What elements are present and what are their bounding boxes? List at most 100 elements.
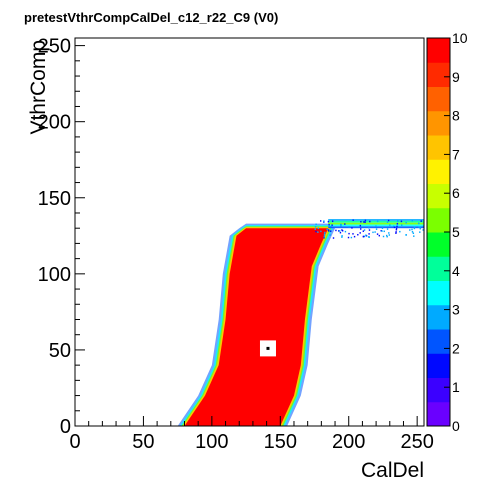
heatmap-noise-cell — [315, 230, 317, 233]
heatmap-noise-cell — [329, 234, 331, 236]
heatmap-noise-cell — [320, 230, 322, 233]
colorbar-segment — [427, 377, 450, 403]
heatmap-noise-cell — [326, 228, 328, 231]
heatmap-noise-cell — [420, 220, 422, 222]
heatmap-noise-cell — [348, 232, 350, 235]
heatmap-noise-cell — [412, 232, 415, 234]
heatmap-noise-cell — [376, 220, 379, 223]
heatmap-noise-cell — [330, 230, 332, 232]
heatmap-noise-cell — [381, 230, 383, 232]
heatmap-noise-cell — [341, 229, 343, 231]
x-tick-label: 250 — [400, 431, 433, 453]
heatmap-noise-cell — [388, 232, 390, 234]
heatmap-empty-cell-dot — [266, 346, 270, 350]
heatmap-noise-cell — [419, 226, 422, 228]
heatmap-noise-cell — [401, 224, 403, 226]
heatmap-noise-cell — [364, 221, 366, 223]
heatmap-noise-cell — [395, 228, 398, 231]
heatmap-noise-cell — [375, 225, 377, 227]
heatmap-noise-cell — [347, 236, 350, 239]
heatmap-noise-cell — [359, 232, 361, 234]
heatmap-plateau-band-4 — [328, 226, 424, 229]
heatmap-noise-cell — [319, 220, 322, 222]
heatmap-noise-cell — [328, 230, 330, 232]
heatmap-noise-cell — [386, 235, 388, 238]
heatmap-noise-cell — [328, 224, 330, 226]
heatmap-noise-cell — [396, 225, 398, 228]
heatmap-noise-cell — [400, 220, 403, 223]
heatmap-noise-cell — [399, 230, 401, 233]
heatmap-plateau-band-0 — [328, 219, 424, 221]
colorbar-segment — [427, 353, 450, 378]
heatmap-noise-cell — [380, 229, 382, 232]
heatmap-noise-cell — [314, 228, 316, 230]
heatmap-noise-cell — [386, 221, 389, 223]
heatmap-noise-cell — [405, 234, 407, 236]
heatmap-noise-cell — [363, 221, 365, 223]
heatmap-noise-cell — [364, 219, 367, 222]
colorbar-tick-label: 5 — [452, 224, 460, 240]
heatmap-noise-cell — [344, 223, 346, 225]
heatmap-noise-cell — [324, 231, 326, 234]
colorbar-segment — [427, 329, 450, 354]
heatmap-noise-cell — [388, 234, 391, 236]
heatmap-noise-cell — [372, 231, 374, 234]
heatmap-noise-cell — [411, 228, 413, 231]
y-tick-label: 0 — [60, 416, 71, 438]
heatmap-plateau-band-2 — [328, 222, 424, 225]
heatmap-noise-cell — [339, 231, 342, 234]
heatmap-noise-cell — [413, 227, 416, 230]
colorbar-segment — [427, 159, 450, 184]
x-tick-label: 200 — [332, 431, 365, 453]
heatmap-noise-cell — [376, 233, 379, 235]
colorbar-segment — [427, 38, 450, 63]
heatmap-noise-cell — [374, 231, 376, 233]
x-tick-label: 50 — [132, 431, 154, 453]
colorbar: 0 1 2 3 4 5 6 7 8 9 10 — [426, 30, 468, 434]
heatmap-noise-cell — [368, 229, 371, 231]
heatmap-noise-cell — [353, 235, 356, 238]
heatmap-plateau-band-1 — [328, 220, 424, 223]
colorbar-tick-label: 10 — [452, 30, 468, 46]
heatmap-saturated-region — [184, 228, 329, 426]
heatmap-noise-cell — [395, 227, 398, 230]
heatmap-noise-cell — [383, 230, 385, 233]
heatmap-noise-cell — [332, 237, 335, 239]
heatmap-noise-cell — [363, 235, 366, 238]
heatmap-noise-cell — [323, 233, 326, 235]
colorbar-tick-label: 7 — [452, 146, 460, 162]
heatmap-noise-cell — [413, 226, 416, 228]
heatmap-noise-cell — [341, 236, 343, 238]
heatmap-noise-cell — [375, 228, 378, 230]
heatmap-noise-cell — [327, 229, 330, 231]
colorbar-segment — [427, 110, 450, 136]
heatmap-noise-cell — [389, 224, 391, 226]
heatmap-noise-cell — [340, 223, 342, 226]
heatmap-noise-cell — [378, 234, 381, 237]
heatmap-noise-cell — [351, 227, 353, 229]
colorbar-segment — [427, 232, 450, 257]
heatmap-noise-cell — [323, 236, 325, 239]
heatmap-noise-cell — [422, 229, 424, 231]
colorbar-tick-label: 1 — [452, 379, 460, 395]
colorbar-tick-label: 9 — [452, 69, 460, 85]
heatmap-noise-cell — [323, 221, 325, 223]
heatmap-noise-cell — [422, 225, 424, 227]
x-tick-label: 0 — [69, 431, 80, 453]
heatmap-noise-cell — [348, 226, 350, 228]
heatmap-noise-cell — [340, 225, 342, 227]
heatmap-noise-cell — [387, 219, 390, 222]
chart-title: pretestVthrCompCalDel_c12_r22_C9 (V0) — [24, 10, 278, 25]
x-axis-label: CalDel — [361, 459, 424, 482]
heatmap-noise-cell — [405, 221, 407, 224]
heatmap-noise-cell — [341, 235, 343, 237]
heatmap-noise-cell — [360, 220, 362, 223]
heatmap-noise-cell — [352, 219, 354, 221]
axes: 0 50 100 150 200 250 0 50 100 150 200 250 — [38, 36, 434, 453]
colorbar-tick-label: 3 — [452, 302, 460, 318]
colorbar-tick-label: 0 — [452, 418, 460, 434]
heatmap-noise-cell — [369, 220, 371, 223]
heatmap-noise-cell — [381, 227, 384, 229]
heatmap-noise-cell — [418, 226, 420, 228]
